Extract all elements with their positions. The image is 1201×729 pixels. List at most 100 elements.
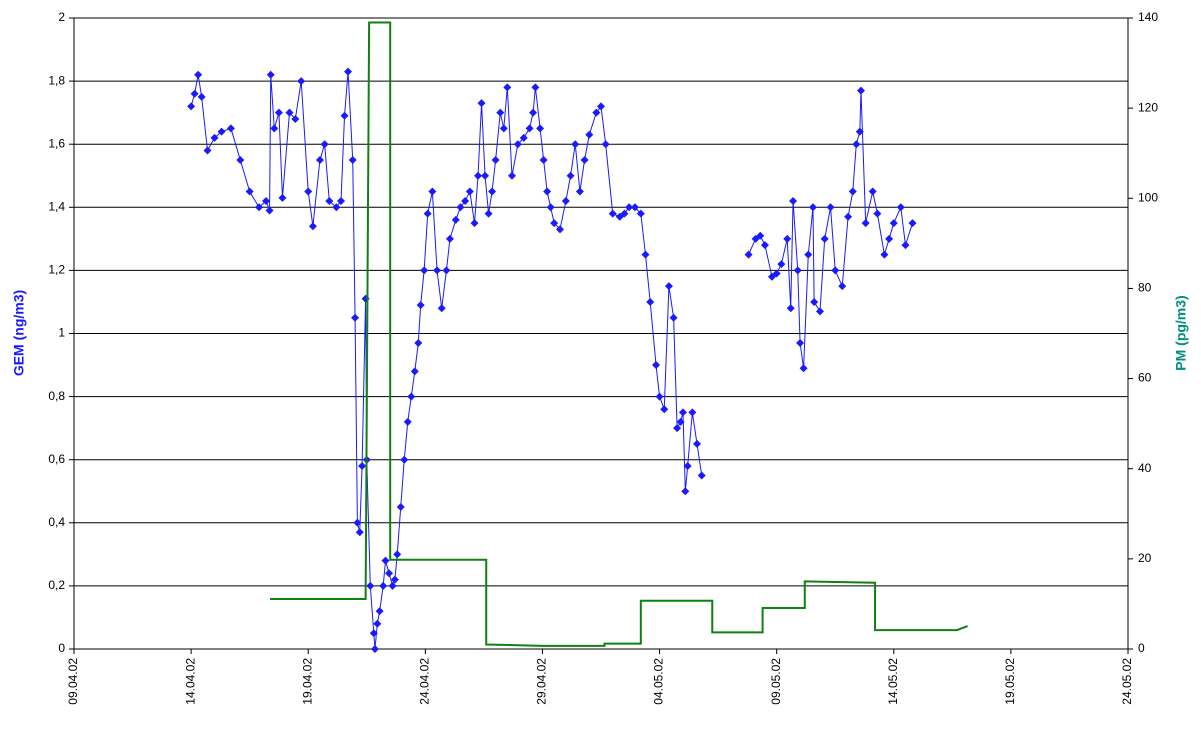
data-point: [491, 155, 500, 164]
x-tick-label: 24.04.02: [418, 658, 432, 705]
y-tick-label: 0,2: [48, 578, 65, 592]
data-point: [693, 439, 702, 448]
x-tick-label: 19.05.02: [1003, 658, 1017, 705]
data-point: [210, 133, 219, 142]
data-point: [561, 196, 570, 205]
data-point: [226, 124, 235, 133]
data-point: [390, 575, 399, 584]
data-point: [355, 528, 364, 537]
data-point: [831, 266, 840, 275]
data-point: [416, 301, 425, 310]
data-point: [519, 133, 528, 142]
data-point: [852, 140, 861, 149]
y-tick-label: 1: [58, 326, 65, 340]
data-point: [507, 171, 516, 180]
data-point: [203, 146, 212, 155]
data-point: [908, 219, 917, 228]
series-line: [190, 71, 913, 650]
data-point: [270, 124, 279, 133]
data-point: [744, 250, 753, 259]
data-point: [266, 70, 275, 79]
y-tick-label: 1,2: [48, 263, 65, 277]
data-point: [388, 581, 397, 590]
x-tick-label: 09.05.02: [769, 658, 783, 705]
data-point: [437, 304, 446, 313]
data-point: [442, 266, 451, 275]
data-point: [855, 127, 864, 136]
data-point: [262, 196, 271, 205]
data-point: [484, 209, 493, 218]
data-point: [187, 102, 196, 111]
data-point: [655, 392, 664, 401]
y2-tick-label: 0: [1138, 641, 1145, 655]
data-point: [838, 282, 847, 291]
data-point: [861, 219, 870, 228]
data-point: [325, 196, 334, 205]
data-point: [340, 111, 349, 120]
data-point: [407, 392, 416, 401]
data-point: [796, 338, 805, 347]
data-point: [901, 241, 910, 250]
data-point: [513, 140, 522, 149]
data-point: [868, 187, 877, 196]
data-point: [820, 234, 829, 243]
data-point: [793, 266, 802, 275]
y-tick-label: 1,4: [48, 199, 65, 213]
y-tick-label: 2: [58, 10, 65, 24]
data-point: [676, 417, 685, 426]
y2-tick-label: 60: [1138, 371, 1152, 385]
data-point: [652, 361, 661, 370]
data-point: [546, 203, 555, 212]
data-point: [641, 250, 650, 259]
x-tick-label: 04.05.02: [652, 658, 666, 705]
data-point: [789, 196, 798, 205]
data-point: [255, 203, 264, 212]
data-point: [344, 67, 353, 76]
data-point: [889, 219, 898, 228]
data-point: [393, 550, 402, 559]
data-point: [197, 92, 206, 101]
data-point: [320, 140, 329, 149]
data-point: [481, 171, 490, 180]
data-point: [315, 155, 324, 164]
data-point: [844, 212, 853, 221]
data-point: [423, 209, 432, 218]
data-point: [499, 124, 508, 133]
data-point: [678, 408, 687, 417]
data-point: [625, 203, 634, 212]
data-point: [410, 367, 419, 376]
data-point: [529, 108, 538, 117]
y2-tick-label: 80: [1138, 281, 1152, 295]
data-point: [636, 209, 645, 218]
y-tick-label: 1,6: [48, 136, 65, 150]
data-point: [351, 313, 360, 322]
data-point: [403, 417, 412, 426]
data-point: [608, 209, 617, 218]
data-point: [370, 645, 379, 653]
data-point: [880, 250, 889, 259]
data-point: [539, 155, 548, 164]
data-point: [381, 556, 390, 565]
data-point: [575, 187, 584, 196]
data-point: [236, 155, 245, 164]
data-point: [373, 619, 382, 628]
data-point: [348, 155, 357, 164]
data-point: [597, 102, 605, 111]
data-point: [274, 108, 283, 117]
data-point: [815, 307, 824, 316]
data-point: [826, 203, 835, 212]
data-point: [451, 215, 460, 224]
data-point: [786, 304, 795, 313]
data-point: [536, 124, 545, 133]
data-point: [630, 203, 639, 212]
data-point: [379, 581, 388, 590]
y2-tick-label: 40: [1138, 461, 1152, 475]
data-point: [375, 607, 384, 616]
data-point: [194, 70, 203, 79]
data-point: [550, 219, 559, 228]
data-point: [664, 282, 673, 291]
data-point: [810, 297, 819, 306]
data-point: [697, 471, 706, 480]
data-point: [580, 155, 589, 164]
data-point: [885, 234, 894, 243]
